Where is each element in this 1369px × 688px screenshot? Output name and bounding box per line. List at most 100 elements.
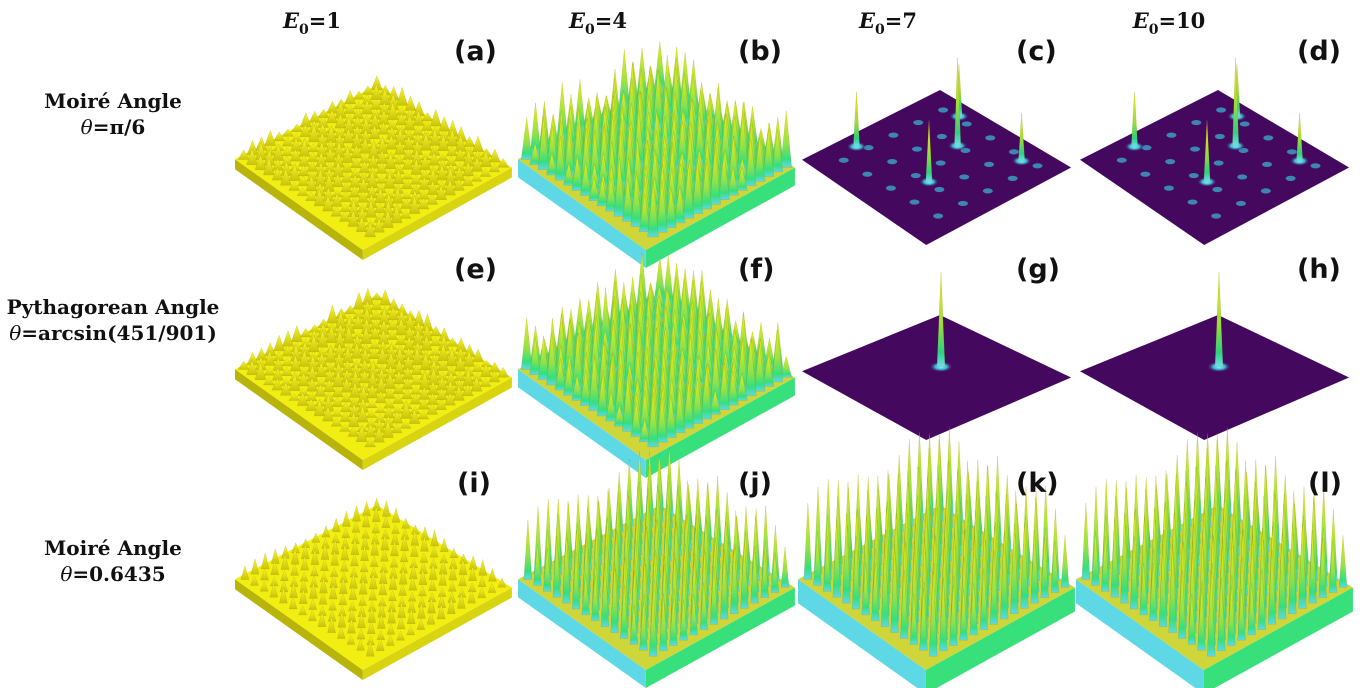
surface-spike <box>273 131 286 142</box>
surface-spike <box>1206 570 1216 657</box>
surface-spike <box>271 548 280 564</box>
surface-spike <box>282 128 294 137</box>
surface-spike <box>394 139 406 155</box>
surface-spike <box>263 156 275 176</box>
surface-panel-h <box>1080 271 1350 440</box>
surface-spike <box>682 164 695 219</box>
density-blob <box>1008 149 1019 155</box>
density-blob <box>982 188 993 194</box>
surface-spike <box>344 90 356 104</box>
column-header-e0-7: E0=7 <box>858 8 917 38</box>
surface-spike <box>771 329 784 383</box>
surface-spike <box>259 580 269 592</box>
surface-spike <box>588 176 600 201</box>
surface-spike <box>613 157 626 217</box>
surface-spike <box>437 134 450 151</box>
surface-spike <box>364 438 376 448</box>
surface-spike <box>899 570 909 639</box>
surface-spike <box>436 164 448 181</box>
surface-spike <box>356 404 369 423</box>
density-floor <box>802 315 1072 440</box>
panel-label-f: (f) <box>738 254 774 285</box>
surface-spike <box>386 330 399 340</box>
surface-spike <box>392 383 405 394</box>
surface-spike <box>401 172 414 180</box>
surface-spike <box>477 586 486 598</box>
surface-spike <box>436 603 446 620</box>
surface-spike <box>263 367 276 376</box>
surface-spike <box>348 585 358 600</box>
surface-spike <box>317 611 327 627</box>
density-blob <box>1165 159 1176 165</box>
surface-spike <box>322 194 334 212</box>
density-blob <box>1239 121 1250 127</box>
panel-label-c: (c) <box>1016 36 1057 67</box>
surface-spike <box>488 163 501 173</box>
surface-spike <box>331 385 344 397</box>
surface-side-right <box>925 587 1075 688</box>
surface-spike <box>297 372 310 387</box>
surface-spike <box>326 109 338 124</box>
surface-spike <box>1060 535 1070 588</box>
surface-spike <box>639 602 648 651</box>
surface-spike <box>803 502 813 580</box>
surface-spike <box>740 542 749 609</box>
surface-spike <box>770 552 780 593</box>
surface-spike <box>338 593 348 606</box>
surface-side-left <box>1076 579 1204 688</box>
surface-spike <box>384 372 396 389</box>
surface-spike <box>744 337 757 396</box>
surface-side-right <box>362 167 512 260</box>
surface-spike <box>288 372 301 391</box>
surface-spike <box>352 505 361 522</box>
surface-spike <box>1050 541 1060 593</box>
surface-spike <box>529 142 541 165</box>
surface-spike <box>347 617 356 634</box>
row-label-moire-06435: Moiré Angle θ=0.6435 <box>44 536 182 586</box>
surface-spike <box>288 393 301 401</box>
surface-side-left <box>235 579 363 680</box>
density-blob <box>862 171 873 177</box>
surface-spike <box>280 167 292 186</box>
surface-spike <box>610 563 619 633</box>
surface-spike <box>750 546 759 604</box>
surface-spike <box>546 153 558 176</box>
surface-spike <box>263 377 275 386</box>
surface-spike <box>591 575 600 621</box>
surface-spike <box>291 123 303 132</box>
density-blob <box>1211 213 1222 219</box>
surface-spike <box>361 99 373 115</box>
surface-panel-j <box>518 447 795 688</box>
row-label-title: Pythagorean Angle <box>7 295 220 319</box>
surface-spike <box>562 533 571 604</box>
surface-spike <box>310 565 319 577</box>
surface-spike <box>430 529 439 547</box>
surface-spike <box>554 135 567 181</box>
density-blob <box>1310 163 1321 169</box>
surface-spike <box>250 558 260 575</box>
surface-spike <box>462 161 474 177</box>
surface-spike <box>362 500 371 517</box>
surface-spike <box>309 582 318 599</box>
surface-spike <box>391 410 404 424</box>
surface-spike <box>417 197 430 210</box>
surface-spike <box>370 292 383 301</box>
surface-spike <box>347 411 360 427</box>
density-blob <box>1007 175 1018 181</box>
density-blob <box>938 107 949 113</box>
surface-spike <box>523 519 533 580</box>
surface-spike <box>350 157 362 168</box>
surface-spike <box>399 550 409 563</box>
surface-spike <box>445 145 458 157</box>
surface-spike <box>1247 583 1256 636</box>
row-label-pythagorean: Pythagorean Angle θ=arcsin(451/901) <box>7 295 220 345</box>
surface-spike <box>448 580 457 592</box>
surface-spike <box>718 153 730 200</box>
surface-spike <box>1158 544 1168 627</box>
panel-label-h: (h) <box>1297 254 1341 285</box>
surface-spike <box>390 423 403 434</box>
density-blob <box>887 159 898 165</box>
density-blob <box>1262 161 1273 167</box>
surface-spike <box>571 552 581 610</box>
